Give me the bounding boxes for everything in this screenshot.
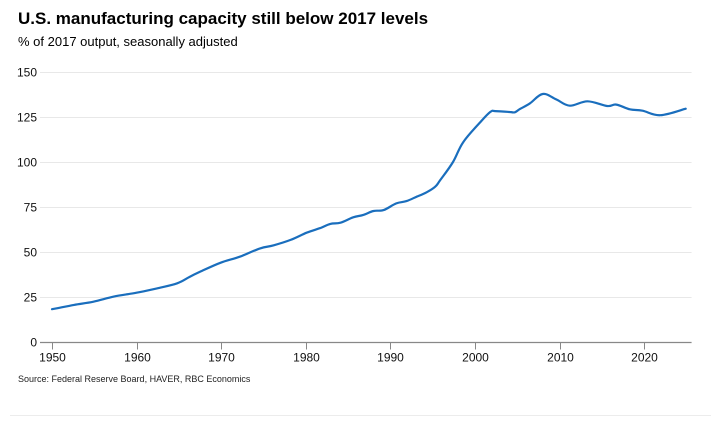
series-layer	[50, 92, 687, 311]
y-tick-label: 50	[24, 246, 38, 260]
chart-title: U.S. manufacturing capacity still below …	[18, 9, 429, 28]
footer-divider	[10, 415, 711, 416]
x-tick-label: 1950	[39, 351, 66, 365]
x-tick-label: 2000	[462, 351, 489, 365]
x-axis: 1950 1960 1970 1980 1990 2000 2010 2020	[39, 341, 692, 365]
x-tick-label: 2010	[547, 351, 574, 365]
y-tick-label: 125	[17, 111, 37, 125]
y-tick-label: 25	[24, 291, 38, 305]
gridlines	[40, 72, 692, 298]
y-tick-label: 100	[17, 156, 37, 170]
source-note: Source: Federal Reserve Board, HAVER, RB…	[18, 374, 251, 384]
y-tick-label: 75	[24, 201, 38, 215]
y-tick-label: 0	[30, 336, 37, 350]
chart-subtitle: % of 2017 output, seasonally adjusted	[18, 34, 238, 49]
x-tick-label: 1960	[124, 351, 151, 365]
x-tick-label: 1980	[293, 351, 320, 365]
x-tick-label: 1990	[377, 351, 404, 365]
series-line-0	[50, 92, 687, 311]
x-tick-label: 1970	[208, 351, 235, 365]
x-tick-label: 2020	[631, 351, 658, 365]
y-tick-label: 150	[17, 66, 37, 80]
y-axis-ticks: 0 25 50 75 100 125 150	[17, 66, 37, 350]
